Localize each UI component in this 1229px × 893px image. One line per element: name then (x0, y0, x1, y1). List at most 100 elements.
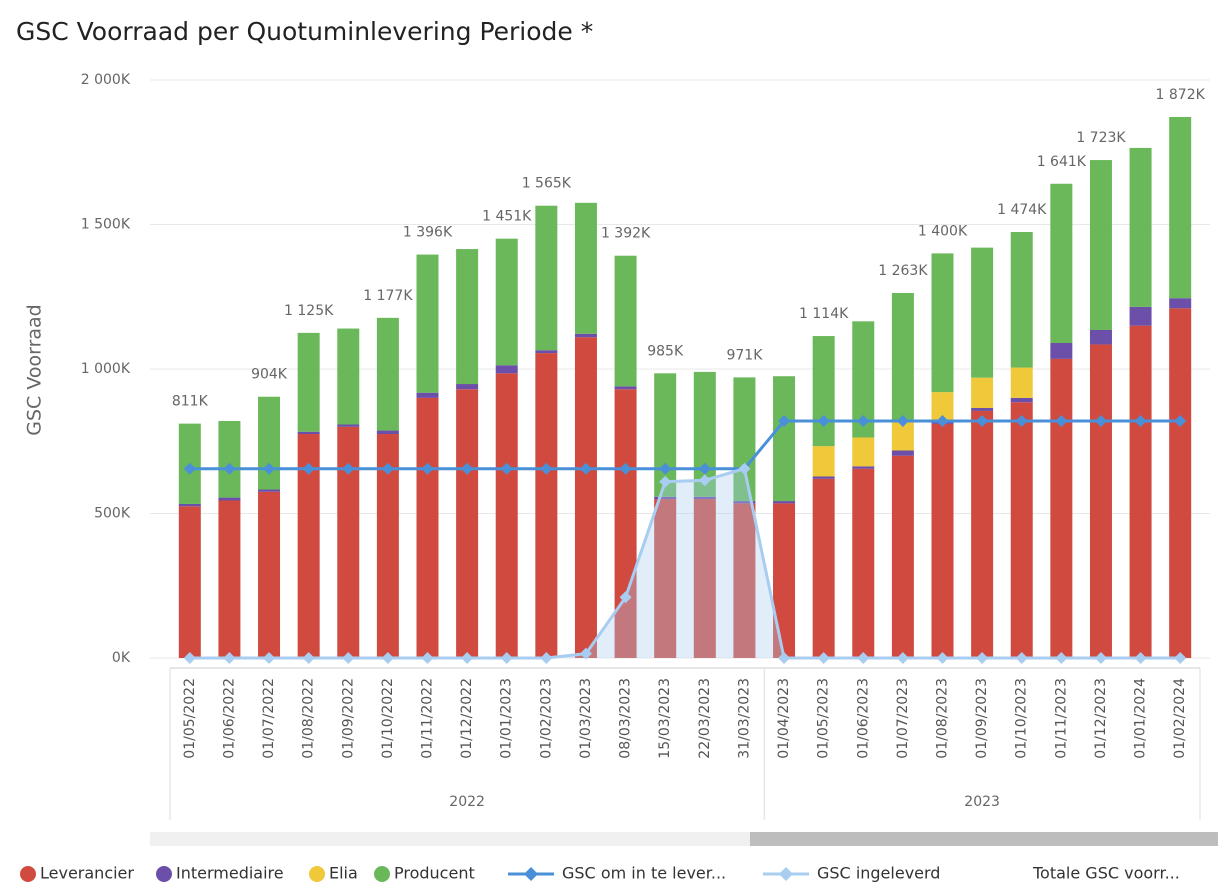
bar-segment (456, 384, 479, 390)
line-marker (619, 591, 632, 604)
bar-segment (733, 503, 756, 658)
line-marker (976, 652, 989, 664)
bar-segment (931, 423, 954, 658)
scrollbar-track[interactable] (150, 832, 750, 846)
bar-segment (693, 371, 716, 497)
line-marker (381, 462, 394, 475)
bar-segment (1129, 325, 1152, 658)
line-marker (302, 652, 315, 664)
bar-segment (614, 386, 637, 390)
bar-segment (773, 376, 796, 502)
x-tick-label: 01/11/2022 (420, 678, 436, 759)
data-label: 1 474K (997, 202, 1047, 218)
line-marker (579, 462, 592, 475)
data-label: 1 565K (522, 176, 572, 192)
x-tick-label: 01/09/2023 (974, 678, 990, 759)
line-marker (1174, 652, 1187, 664)
bar-segment (852, 466, 875, 469)
bar-segment (495, 373, 518, 658)
bar-segment (1050, 358, 1073, 658)
bar-segment (812, 478, 835, 658)
bar-segment (931, 392, 954, 420)
bar-segment (1169, 308, 1192, 658)
bar-segment (1050, 342, 1073, 359)
line-marker (619, 462, 632, 475)
bar-segment (456, 249, 479, 385)
bar-segment (614, 389, 637, 658)
bar-segment (852, 468, 875, 658)
line-marker (1094, 415, 1107, 428)
bar-segment (178, 506, 201, 658)
legend-marker (374, 866, 390, 882)
line-marker (183, 462, 196, 475)
bar-segment (1129, 306, 1152, 326)
legend-label: Producent (394, 864, 475, 883)
bar-segment (178, 503, 201, 507)
bar-segment (456, 389, 479, 658)
data-label: 1 177K (363, 288, 413, 304)
line-marker (659, 462, 672, 475)
bar-segment (971, 410, 994, 658)
x-tick-label: 01/10/2022 (380, 678, 396, 759)
bar-segment (258, 396, 281, 490)
line-marker (263, 652, 276, 664)
bar-segment (733, 501, 756, 504)
line-marker (936, 415, 949, 428)
x-tick-label: 01/12/2023 (1093, 678, 1109, 759)
bar-segment (1089, 329, 1112, 345)
bar-segment (535, 205, 558, 351)
bar-segment (1169, 116, 1192, 299)
chart-title: GSC Voorraad per Quotuminlevering Period… (16, 17, 593, 46)
data-label: 904K (251, 367, 288, 383)
legend-marker (309, 866, 325, 882)
area-line (189, 466, 1181, 660)
bar-segment (891, 455, 914, 658)
legend-label: GSC ingeleverd (817, 864, 940, 883)
bar-segment (812, 446, 835, 477)
line-marker (500, 652, 513, 664)
bar-segment (574, 337, 597, 658)
line-marker (302, 462, 315, 475)
x-tick-label: 01/07/2023 (895, 678, 911, 759)
y-tick-label: 500K (94, 506, 131, 522)
bar-segment (812, 476, 835, 479)
scrollbar-thumb[interactable] (750, 832, 1218, 846)
data-label: 971K (726, 347, 763, 363)
bar-segment (654, 499, 677, 658)
area-fill (189, 468, 1181, 658)
bar-segment (1169, 298, 1192, 309)
x-tick-label: 01/04/2023 (776, 678, 792, 759)
bar-segment (297, 332, 320, 432)
line-marker (1134, 415, 1147, 428)
bar-segment (297, 431, 320, 435)
line-marker (540, 462, 553, 475)
bar-segment (337, 424, 360, 427)
bar-segment (654, 373, 677, 497)
line-marker (896, 415, 909, 428)
line-marker (579, 647, 592, 660)
x-tick-label: 31/03/2023 (736, 678, 752, 759)
bar-segment (614, 255, 637, 387)
line-marker (1055, 652, 1068, 664)
data-label: 1 723K (1076, 130, 1126, 146)
group-label: 2022 (449, 794, 485, 810)
legend-label: Leverancier (40, 864, 134, 883)
x-tick-label: 01/08/2023 (935, 678, 951, 759)
bar-segment (297, 434, 320, 658)
line-marker (896, 652, 909, 664)
legend-label: Intermediaire (176, 864, 284, 883)
bar-segment (891, 292, 914, 422)
line-marker (183, 652, 196, 664)
bar-segment (376, 434, 399, 658)
x-tick-label: 01/06/2022 (221, 678, 237, 759)
data-label: 985K (647, 343, 684, 359)
bar-segment (1129, 147, 1152, 307)
data-label: 811K (172, 394, 209, 410)
y-tick-label: 1 000K (81, 361, 131, 377)
line-marker (698, 462, 711, 475)
bar-segment (337, 426, 360, 658)
data-label: 1 451K (482, 209, 532, 225)
bar-segment (971, 408, 994, 411)
bar-segment (971, 377, 994, 409)
bar-segment (416, 254, 439, 393)
